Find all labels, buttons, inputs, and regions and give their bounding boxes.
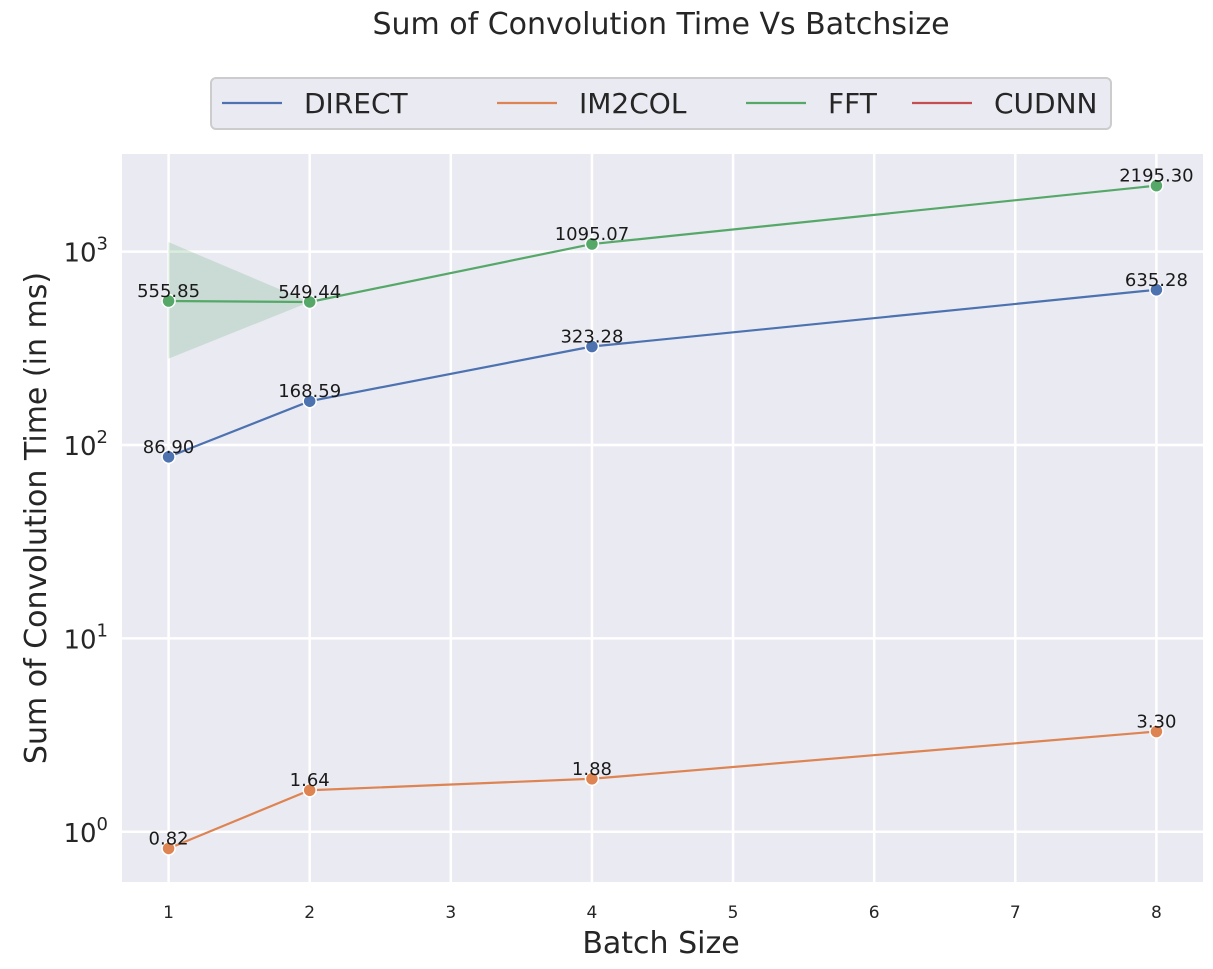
y-tick-label: 102 bbox=[63, 427, 108, 462]
legend-label: IM2COL bbox=[579, 87, 687, 120]
x-tick-labels: 1 2 3 4 5 6 7 8 bbox=[163, 903, 1162, 923]
chart-title: Sum of Convolution Time Vs Batchsize bbox=[372, 7, 949, 42]
series-line bbox=[168, 184, 1157, 304]
confidence-band bbox=[168, 242, 310, 359]
data-point bbox=[161, 293, 176, 309]
y-tick-label: 101 bbox=[63, 620, 108, 655]
data-point bbox=[302, 294, 317, 310]
series-line bbox=[168, 730, 1157, 850]
data-label: 549.44 bbox=[278, 282, 341, 303]
data-label: 323.28 bbox=[560, 327, 623, 348]
legend-label: CUDNN bbox=[994, 87, 1098, 120]
series-line bbox=[168, 288, 1157, 458]
x-tick-label: 6 bbox=[869, 903, 880, 923]
data-label: 1.64 bbox=[290, 770, 330, 791]
grid-lines bbox=[122, 154, 1203, 882]
data-label: 3.30 bbox=[1136, 712, 1176, 733]
data-label: 1.88 bbox=[572, 759, 612, 780]
confidence-bands bbox=[168, 242, 310, 359]
y-axis-label: Sum of Convolution Time (in ms) bbox=[19, 272, 54, 764]
x-tick-label: 7 bbox=[1010, 903, 1021, 923]
data-label: 86.90 bbox=[143, 437, 195, 458]
data-label: 168.59 bbox=[278, 381, 341, 402]
data-point bbox=[584, 339, 600, 354]
x-tick-label: 1 bbox=[163, 903, 174, 923]
data-labels: 86.90 168.59 323.28 635.28 0.82 1.64 1.88 3.30 5… bbox=[137, 166, 1194, 850]
data-point bbox=[302, 393, 317, 409]
series-points bbox=[161, 178, 1164, 856]
data-label: 2195.30 bbox=[1119, 166, 1193, 187]
x-tick-label: 3 bbox=[445, 903, 456, 923]
data-label: 1095.07 bbox=[555, 224, 629, 245]
data-point bbox=[1149, 282, 1164, 298]
legend: DIRECT IM2COL FFT CUDNN bbox=[210, 77, 1112, 130]
y-tick-label: 103 bbox=[63, 234, 108, 269]
data-label: 555.85 bbox=[137, 281, 200, 302]
data-point bbox=[302, 782, 317, 798]
data-point bbox=[1149, 724, 1164, 739]
data-point bbox=[161, 449, 176, 465]
data-label: 635.28 bbox=[1125, 270, 1188, 291]
data-point bbox=[1149, 178, 1164, 193]
y-tick-label: 100 bbox=[63, 814, 108, 849]
data-point bbox=[584, 236, 600, 252]
data-point bbox=[584, 771, 600, 787]
x-axis-label: Batch Size bbox=[582, 926, 739, 961]
x-tick-label: 8 bbox=[1151, 903, 1162, 923]
y-tick-labels: 100 101 102 103 bbox=[63, 234, 108, 849]
legend-label: FFT bbox=[828, 87, 878, 120]
plot-background bbox=[122, 154, 1203, 882]
x-tick-label: 2 bbox=[304, 903, 315, 923]
data-point bbox=[161, 841, 176, 856]
legend-label: DIRECT bbox=[304, 87, 409, 120]
data-label: 0.82 bbox=[149, 828, 189, 849]
series-lines bbox=[168, 184, 1157, 850]
x-tick-label: 5 bbox=[728, 903, 739, 923]
x-tick-label: 4 bbox=[587, 903, 598, 923]
legend-frame bbox=[210, 77, 1112, 130]
